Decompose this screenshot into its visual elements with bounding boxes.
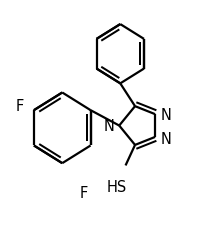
Text: HS: HS xyxy=(107,179,127,194)
Text: F: F xyxy=(16,98,24,113)
Text: N: N xyxy=(104,118,115,133)
Text: N: N xyxy=(160,131,171,146)
Text: N: N xyxy=(160,107,171,122)
Text: F: F xyxy=(79,185,88,200)
